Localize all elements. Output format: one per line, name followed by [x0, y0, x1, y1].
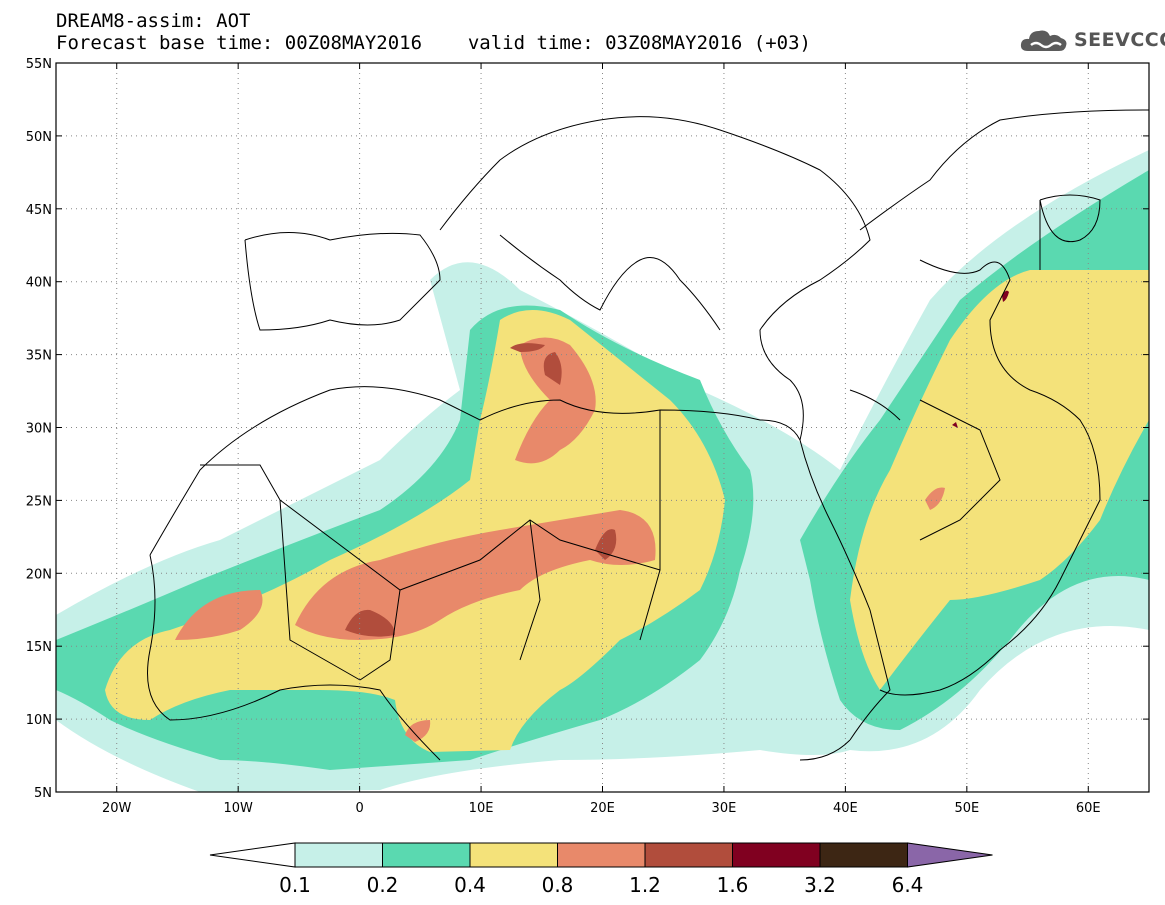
colorbar-label: 0.2	[367, 873, 399, 897]
tick-label-lat: 10N	[26, 713, 52, 728]
tick-label-lon: 30E	[712, 801, 737, 816]
tick-label-lat: 30N	[26, 422, 52, 437]
colorbar-label: 1.6	[717, 873, 749, 897]
tick-label-lon: 40E	[833, 801, 858, 816]
colorbar-segment	[557, 842, 646, 868]
valid-time: valid time: 03Z08MAY2016 (+03)	[467, 32, 811, 54]
aot-band-1.2-1.6	[345, 343, 617, 637]
colorbar-label: 6.4	[892, 873, 924, 897]
cloud-icon	[1020, 30, 1067, 51]
map-title: DREAM8-assim: AOT	[56, 10, 251, 32]
seevccc-logo: SEEVCCC	[1018, 24, 1165, 56]
tick-label-lat: 15N	[26, 640, 52, 655]
colorbar-segment	[469, 842, 558, 868]
tick-label-lon: 20E	[590, 801, 615, 816]
tick-label-lat: 45N	[26, 203, 52, 218]
colorbar-label: 1.2	[629, 873, 661, 897]
colorbar-label: 0.8	[542, 873, 574, 897]
tick-label-lon: 10W	[223, 801, 253, 816]
lat-lon-grid	[56, 63, 1149, 792]
colorbar-segment	[294, 842, 383, 868]
aot-field	[56, 63, 1149, 792]
time-info: Forecast base time: 00Z08MAY2016 valid t…	[56, 33, 811, 53]
tick-label-lat: 5N	[34, 786, 52, 801]
tick-label-lon: 10E	[469, 801, 494, 816]
tick-label-lon: 50E	[954, 801, 979, 816]
colorbar-segment	[644, 842, 733, 868]
colorbar-segment	[732, 842, 821, 868]
tick-label-lon: 0	[355, 801, 363, 816]
colorbar-label: 0.1	[279, 873, 311, 897]
colorbar: 0.1 0.2 0.4 0.8 1.2 1.6 3.2 6.4	[209, 842, 993, 897]
axis-ticks: 20W 10W 0 10E 20E 30E 40E 50E 60E 55N 50N 45N 40N 35N…	[26, 57, 1149, 816]
colorbar-segment-below	[209, 842, 296, 868]
colorbar-segment	[382, 842, 471, 868]
colorbar-label: 0.4	[454, 873, 486, 897]
tick-label-lat: 35N	[26, 349, 52, 364]
colorbar-segment-above	[907, 842, 993, 868]
tick-label-lat: 25N	[26, 494, 52, 509]
tick-label-lat: 20N	[26, 567, 52, 582]
colorbar-label: 3.2	[804, 873, 836, 897]
logo-text: SEEVCCC	[1074, 29, 1165, 51]
tick-label-lon: 60E	[1076, 801, 1101, 816]
forecast-base-time: Forecast base time: 00Z08MAY2016	[56, 32, 423, 54]
tick-label-lat: 55N	[26, 57, 52, 72]
coastlines	[147, 109, 1149, 761]
tick-label-lat: 50N	[26, 130, 52, 145]
tick-label-lon: 20W	[102, 801, 132, 816]
colorbar-segment	[819, 842, 908, 868]
tick-label-lat: 40N	[26, 276, 52, 291]
